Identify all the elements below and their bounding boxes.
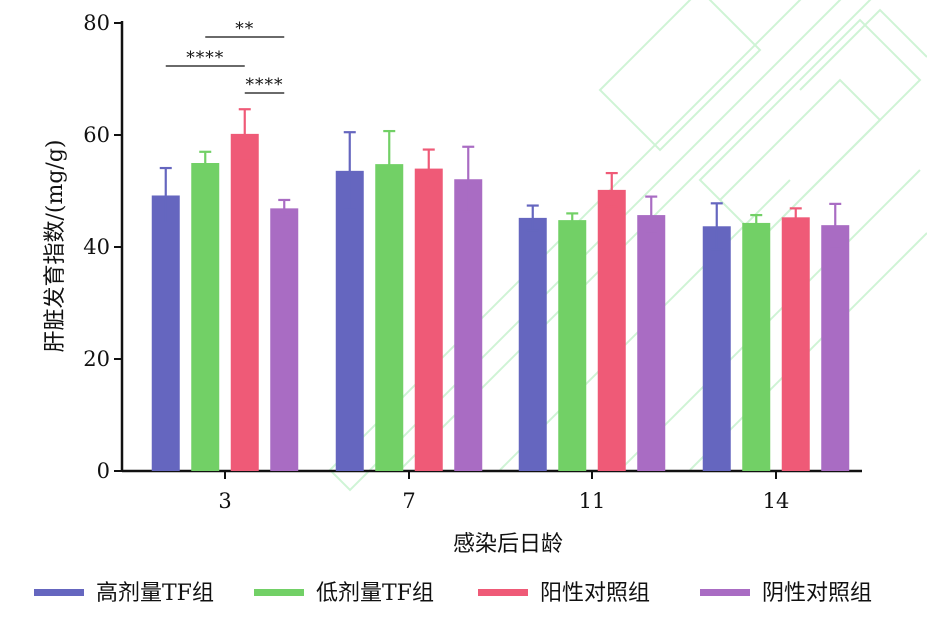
x-tick-label: 11	[579, 489, 606, 513]
legend-swatch	[34, 589, 84, 596]
y-tick-label: 0	[97, 459, 110, 483]
error-bar	[278, 198, 291, 218]
error-bar	[383, 129, 396, 199]
error-bar	[199, 150, 212, 176]
bar	[821, 225, 850, 471]
x-tick-label: 3	[218, 489, 231, 513]
bar	[702, 226, 731, 471]
significance-label: ****	[186, 48, 224, 68]
error-bar	[789, 207, 802, 228]
error-bar	[422, 148, 435, 189]
bar	[414, 168, 443, 471]
bar	[191, 163, 220, 471]
error-bar	[238, 108, 251, 160]
y-axis-title: 肝脏发育指数/(mg/g)	[43, 139, 68, 352]
bar	[151, 195, 180, 472]
error-bar	[526, 204, 539, 232]
error-bar	[605, 171, 618, 208]
x-tick-label: 14	[763, 489, 790, 513]
error-bar	[566, 212, 579, 228]
error-bar	[159, 166, 172, 225]
y-tick-label: 40	[83, 235, 110, 259]
bar	[637, 215, 666, 471]
error-bar	[829, 202, 842, 248]
legend-swatch	[254, 589, 304, 596]
legend-label: 阴性对照组	[762, 581, 872, 606]
bar	[270, 208, 299, 472]
legend-label: 高剂量TF组	[96, 581, 214, 606]
y-tick-label: 20	[83, 347, 110, 371]
legend-swatch	[700, 589, 750, 596]
bar	[781, 217, 810, 471]
significance-label: ****	[246, 75, 284, 95]
error-bar	[750, 213, 763, 232]
y-tick-label: 80	[83, 11, 110, 35]
legend-swatch	[478, 589, 528, 596]
legend-label: 低剂量TF组	[316, 581, 434, 606]
bar	[335, 170, 364, 471]
error-bar	[343, 131, 356, 211]
bar	[375, 164, 404, 471]
y-tick-label: 60	[83, 123, 110, 147]
error-bar	[462, 145, 475, 213]
x-tick-label: 7	[402, 489, 415, 513]
bar	[454, 179, 483, 472]
significance-label: **	[235, 19, 254, 39]
bar	[558, 220, 587, 471]
legend: 高剂量TF组 低剂量TF组 阳性对照组 阴性对照组	[34, 581, 872, 606]
bar	[742, 222, 771, 471]
x-axis-title: 感染后日龄	[453, 532, 563, 557]
error-bar	[645, 195, 658, 235]
bar	[597, 189, 626, 471]
bar	[230, 133, 259, 471]
error-bar	[710, 202, 723, 251]
legend-label: 阳性对照组	[540, 581, 650, 606]
bar	[518, 217, 547, 471]
